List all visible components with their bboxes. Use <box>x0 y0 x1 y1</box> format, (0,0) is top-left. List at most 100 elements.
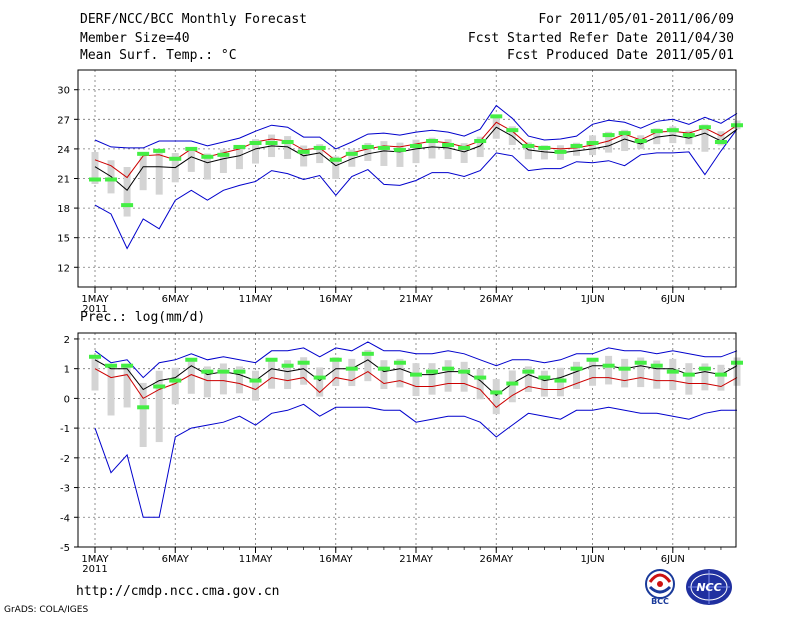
member-range-bar <box>444 139 452 160</box>
observed-marker <box>153 148 166 153</box>
member-range-bar <box>348 358 356 387</box>
started-refer-date: Fcst Started Refer Date 2011/04/30 <box>467 31 734 46</box>
source-url[interactable]: http://cmdp.ncc.cma.gov.cn <box>76 584 280 599</box>
observed-marker <box>201 154 214 159</box>
observed-marker <box>490 390 503 395</box>
observed-marker <box>345 151 358 156</box>
member-range-bar <box>187 359 195 394</box>
observed-marker <box>682 372 695 377</box>
observed-marker <box>490 114 503 119</box>
member-range-bar <box>621 129 629 152</box>
observed-marker <box>650 129 663 134</box>
member-range-bar <box>653 128 661 145</box>
x-tick-label: 11MAY <box>239 294 273 305</box>
observed-marker <box>249 140 262 145</box>
observed-marker <box>393 147 406 152</box>
observed-marker <box>522 369 535 374</box>
observed-marker <box>634 360 647 365</box>
observed-marker <box>602 133 615 138</box>
member-range-bar <box>348 149 356 167</box>
member-range-bar <box>316 144 324 164</box>
observed-marker <box>426 139 439 144</box>
y-tick-label: -2 <box>60 454 70 465</box>
produced-date: Fcst Produced Date 2011/05/01 <box>507 48 734 63</box>
observed-marker <box>377 366 390 371</box>
observed-marker <box>249 378 262 383</box>
x-tick-label: 16MAY <box>319 554 353 565</box>
member-range-bar <box>524 142 532 160</box>
member-range-bar <box>637 357 645 388</box>
x-tick-label: 6MAY <box>162 554 190 565</box>
member-range-bar <box>717 131 725 146</box>
observed-marker <box>586 140 599 145</box>
member-range-bar <box>139 382 147 447</box>
member-range-bar <box>316 367 324 397</box>
x-tick-label: 26MAY <box>479 294 513 305</box>
y-tick-label: 27 <box>57 115 70 126</box>
observed-marker <box>217 369 230 374</box>
x-tick-label: 21MAY <box>399 294 433 305</box>
member-range-bar <box>524 366 532 392</box>
observed-marker <box>297 149 310 154</box>
member-range-bar <box>701 363 709 391</box>
observed-marker <box>650 363 663 368</box>
lower-bound-line <box>94 128 738 250</box>
observed-marker <box>137 151 150 156</box>
observed-marker <box>506 381 519 386</box>
member-range-bar <box>492 379 500 415</box>
member-range-bar <box>123 363 131 408</box>
observed-marker <box>313 375 326 380</box>
member-range-bar <box>252 370 259 401</box>
member-range-bar <box>540 370 548 397</box>
upper-bound-line <box>94 104 738 150</box>
member-range-bar <box>621 358 629 388</box>
observed-marker <box>89 354 101 359</box>
member-range-bar <box>187 148 195 172</box>
y-tick-label: 12 <box>57 263 70 274</box>
member-range-bar <box>412 139 420 164</box>
observed-marker <box>682 133 695 138</box>
observed-marker <box>105 177 118 182</box>
member-range-bar <box>332 357 340 387</box>
grads-credit: GrADS: COLA/IGES <box>4 605 89 615</box>
observed-marker <box>121 203 134 208</box>
member-range-bar <box>396 142 404 167</box>
member-range-bar <box>268 358 276 389</box>
lower-bound-line <box>94 403 737 518</box>
plot-frame <box>77 332 737 548</box>
chart-title: DERF/NCC/BCC Monthly Forecast <box>80 12 307 27</box>
member-range-bar <box>332 156 340 179</box>
member-range-bar <box>155 152 163 195</box>
bcc-logo: BCC <box>645 569 675 606</box>
observed-marker <box>731 360 743 365</box>
x-tick-label: 21MAY <box>399 554 433 565</box>
member-range-bar <box>669 358 677 391</box>
member-range-bar <box>605 355 613 385</box>
x-tick-label: 1JUN <box>580 554 604 565</box>
observed-marker <box>506 128 519 133</box>
y-tick-label: 30 <box>57 86 70 97</box>
member-range-bar <box>460 361 468 392</box>
member-range-bar <box>701 124 709 152</box>
x-tick-label: 26MAY <box>479 554 513 565</box>
observed-marker <box>522 143 535 148</box>
x-tick-label: 1MAY <box>81 554 109 565</box>
observed-marker <box>458 369 471 374</box>
member-size: Member Size=40 <box>80 31 190 46</box>
member-range-bar <box>476 136 484 158</box>
observed-marker <box>361 351 374 356</box>
member-range-bar <box>685 363 693 395</box>
observed-marker <box>345 366 358 371</box>
observed-marker <box>105 363 118 368</box>
y-tick-label: 2 <box>64 335 70 346</box>
precip-panel-title: Prec.: log(mm/d) <box>80 310 206 325</box>
x-tick-label: 1MAY <box>81 294 109 305</box>
member-range-bar <box>364 142 372 161</box>
variable-label: Mean Surf. Temp.: °C <box>80 48 237 63</box>
observed-marker <box>554 149 567 154</box>
year-label: 2011 <box>82 304 107 315</box>
y-tick-label: 1 <box>64 365 70 376</box>
x-tick-label: 6JUN <box>661 554 685 565</box>
observed-marker <box>731 123 743 128</box>
